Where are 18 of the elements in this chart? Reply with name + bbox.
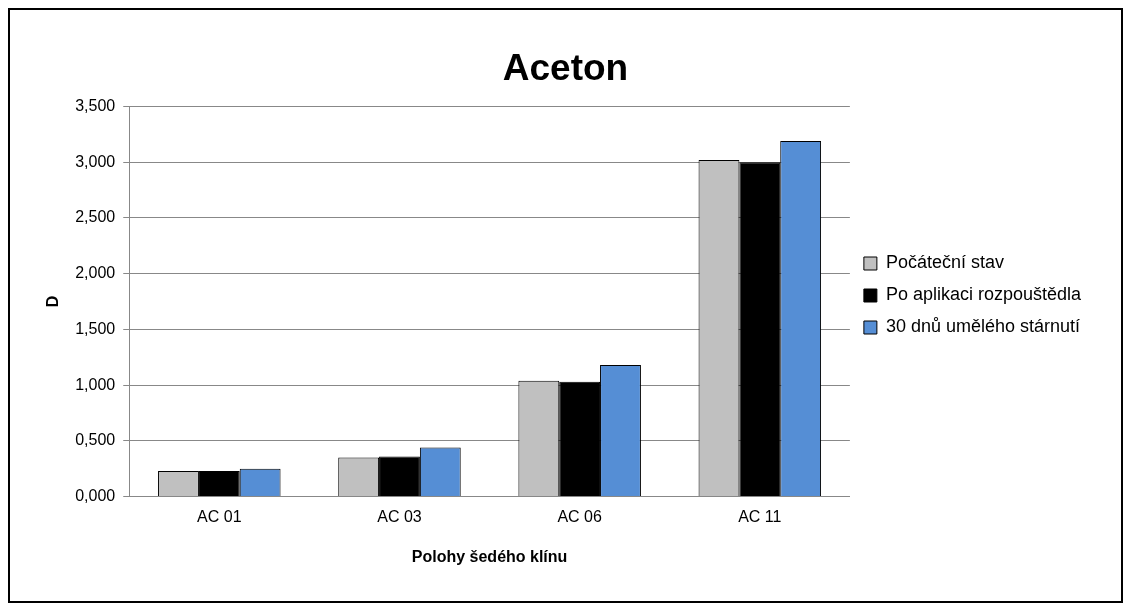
x-tick-label: AC 06 bbox=[557, 507, 602, 525]
x-tick-label: AC 01 bbox=[197, 507, 242, 525]
y-tick-label: 3,000 bbox=[75, 152, 116, 170]
y-tick-label: 2,000 bbox=[75, 264, 116, 282]
y-tick-label: 0,000 bbox=[75, 487, 116, 505]
x-axis-title: Polohy šedého klínu bbox=[411, 547, 568, 565]
chart-title: Aceton bbox=[502, 47, 629, 89]
x-tick-label: AC 11 bbox=[738, 507, 782, 525]
legend-label: Po aplikaci rozpouštědla bbox=[885, 284, 1082, 305]
legend-label: Počáteční stav bbox=[885, 252, 1004, 273]
y-tick-label: 0,500 bbox=[75, 431, 116, 449]
legend-label: 30 dnů umělého stárnutí bbox=[885, 316, 1081, 337]
y-axis-title: D bbox=[44, 295, 62, 308]
y-tick-label: 2,500 bbox=[75, 208, 116, 226]
y-tick-label: 1,000 bbox=[75, 375, 116, 393]
y-tick-label: 1,500 bbox=[75, 319, 116, 337]
x-tick-label: AC 03 bbox=[377, 507, 422, 525]
y-tick-label: 3,500 bbox=[75, 96, 116, 114]
